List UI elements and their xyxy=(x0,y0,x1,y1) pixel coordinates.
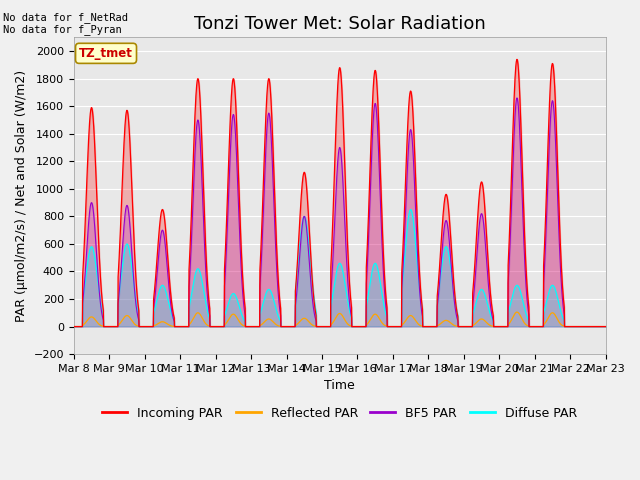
X-axis label: Time: Time xyxy=(324,379,355,392)
Text: No data for f_NetRad
No data for f_Pyran: No data for f_NetRad No data for f_Pyran xyxy=(3,12,128,36)
Text: TZ_tmet: TZ_tmet xyxy=(79,47,133,60)
Legend: Incoming PAR, Reflected PAR, BF5 PAR, Diffuse PAR: Incoming PAR, Reflected PAR, BF5 PAR, Di… xyxy=(97,402,582,424)
Title: Tonzi Tower Met: Solar Radiation: Tonzi Tower Met: Solar Radiation xyxy=(194,15,486,33)
Y-axis label: PAR (μmol/m2/s) / Net and Solar (W/m2): PAR (μmol/m2/s) / Net and Solar (W/m2) xyxy=(15,70,28,322)
